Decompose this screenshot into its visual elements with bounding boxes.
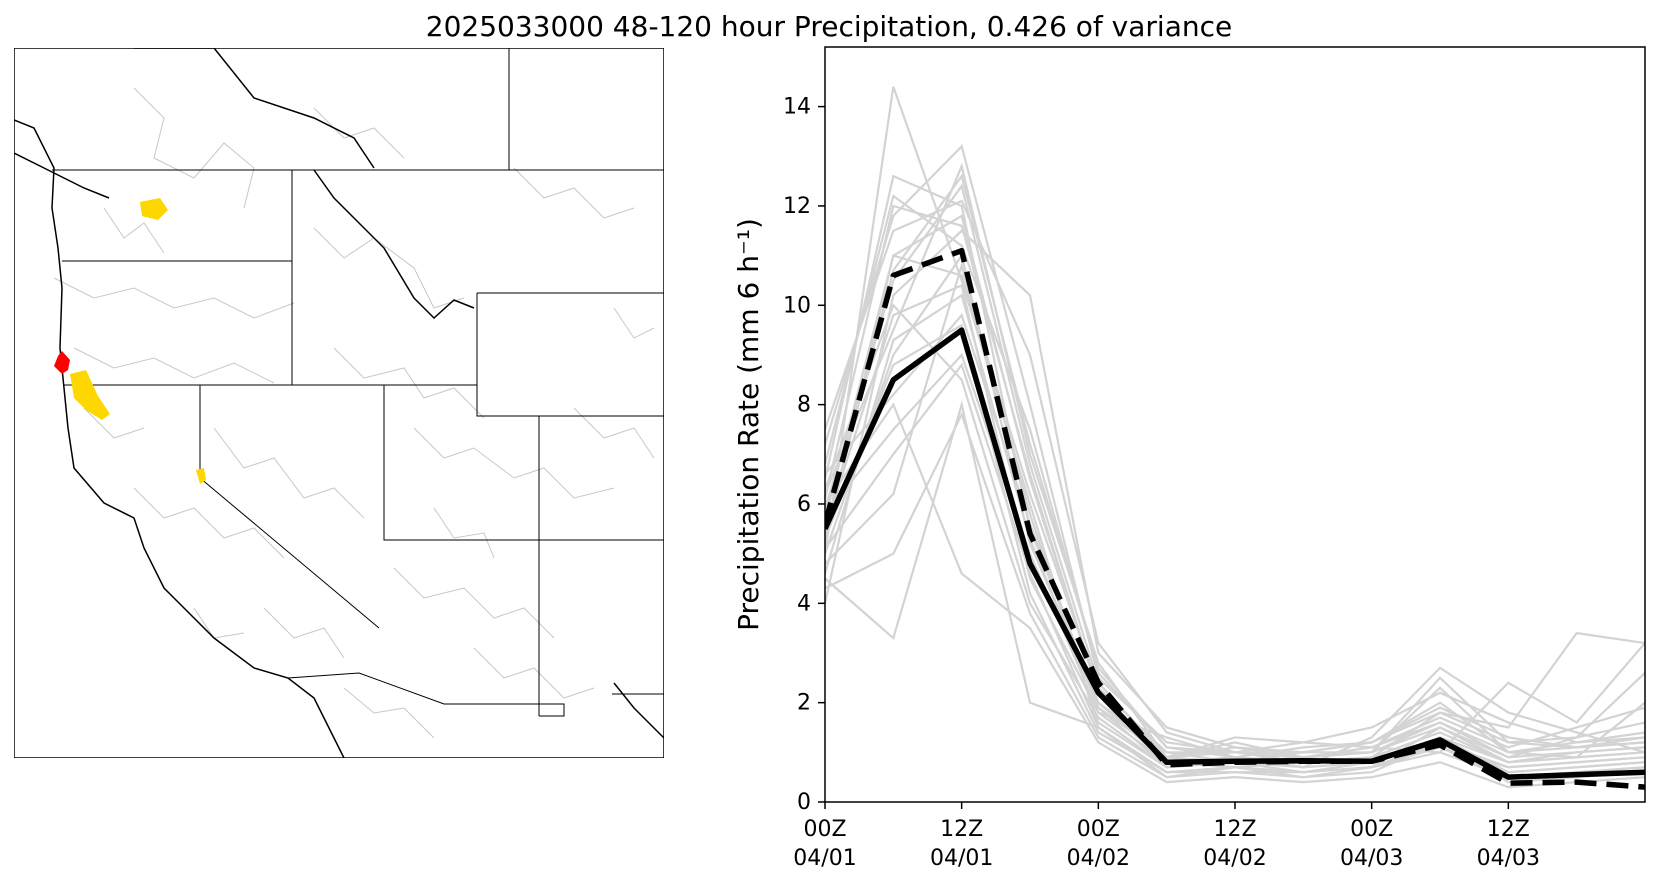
highlight-basins [54, 198, 206, 484]
member-line-6 [825, 400, 1645, 784]
basin-lines [53, 87, 655, 739]
x-tick-label-4-0: 00Z [1350, 817, 1393, 842]
member-line-1 [825, 174, 1645, 764]
x-tick-label-2-1: 04/02 [1067, 846, 1130, 871]
member-line-9 [825, 283, 1645, 769]
x-tick-label-1-0: 12Z [940, 817, 983, 842]
y-tick-label-4: 4 [797, 591, 811, 616]
figure-title: 2025033000 48-120 hour Precipitation, 0.… [425, 10, 1233, 43]
x-tick-label-5-0: 12Z [1487, 817, 1530, 842]
y-tick-label-2: 2 [797, 691, 811, 716]
y-tick-label-12: 12 [783, 194, 811, 219]
member-line-21 [825, 204, 1645, 764]
x-tick-label-1-1: 04/01 [930, 846, 993, 871]
member-line-16 [825, 303, 1645, 774]
member-line-0 [825, 86, 1645, 774]
series-line-solid [825, 327, 1645, 780]
member-line-8 [825, 214, 1645, 759]
basin-north [140, 198, 168, 220]
member-line-11 [825, 261, 1645, 774]
member-line-10 [825, 194, 1645, 759]
series-line-dashed [825, 247, 1645, 790]
main-series [825, 247, 1645, 790]
y-axis-label: Precipitation Rate (mm 6 h⁻¹) [732, 218, 765, 631]
axes: 0 2 4 6 8 10 12 14 00Z 04/01 12Z 04/01 00Z 04/02 12Z 04… [732, 46, 1646, 871]
y-tick-label-0: 0 [797, 790, 811, 815]
member-line-19 [825, 313, 1645, 759]
basin-coastal [70, 370, 110, 420]
state-borders [52, 48, 664, 717]
plot-frame [824, 46, 1646, 803]
y-tick-label-14: 14 [783, 95, 811, 120]
basin-sierra [196, 468, 206, 484]
top-basin [54, 351, 70, 374]
x-tick-label-5-1: 04/03 [1477, 846, 1540, 871]
member-line-12 [825, 183, 1645, 759]
y-tick-label-10: 10 [783, 293, 811, 318]
member-line-15 [825, 252, 1645, 764]
y-tick-label-8: 8 [797, 393, 811, 418]
member-line-7 [825, 402, 1645, 789]
basin-map [14, 48, 664, 758]
member-line-23 [825, 173, 1645, 754]
member-line-5 [825, 352, 1645, 769]
member-line-22 [825, 293, 1645, 769]
member-line-2 [825, 144, 1645, 764]
x-tick-label-3-0: 12Z [1213, 817, 1256, 842]
member-line-18 [825, 254, 1645, 759]
x-tick-label-4-1: 04/03 [1340, 846, 1403, 871]
y-tick-label-6: 6 [797, 492, 811, 517]
x-tick-label-0-1: 04/01 [793, 846, 856, 871]
coastline [14, 48, 664, 758]
ensemble-members [825, 86, 1645, 789]
member-line-13 [825, 323, 1645, 779]
x-tick-label-2-0: 00Z [1077, 817, 1120, 842]
x-tick-label-3-1: 04/02 [1203, 846, 1266, 871]
member-line-4 [825, 162, 1645, 759]
member-line-14 [825, 199, 1645, 754]
x-tick-label-0-0: 00Z [803, 817, 846, 842]
member-line-20 [825, 362, 1645, 774]
member-line-3 [825, 229, 1645, 759]
member-line-17 [825, 411, 1645, 779]
